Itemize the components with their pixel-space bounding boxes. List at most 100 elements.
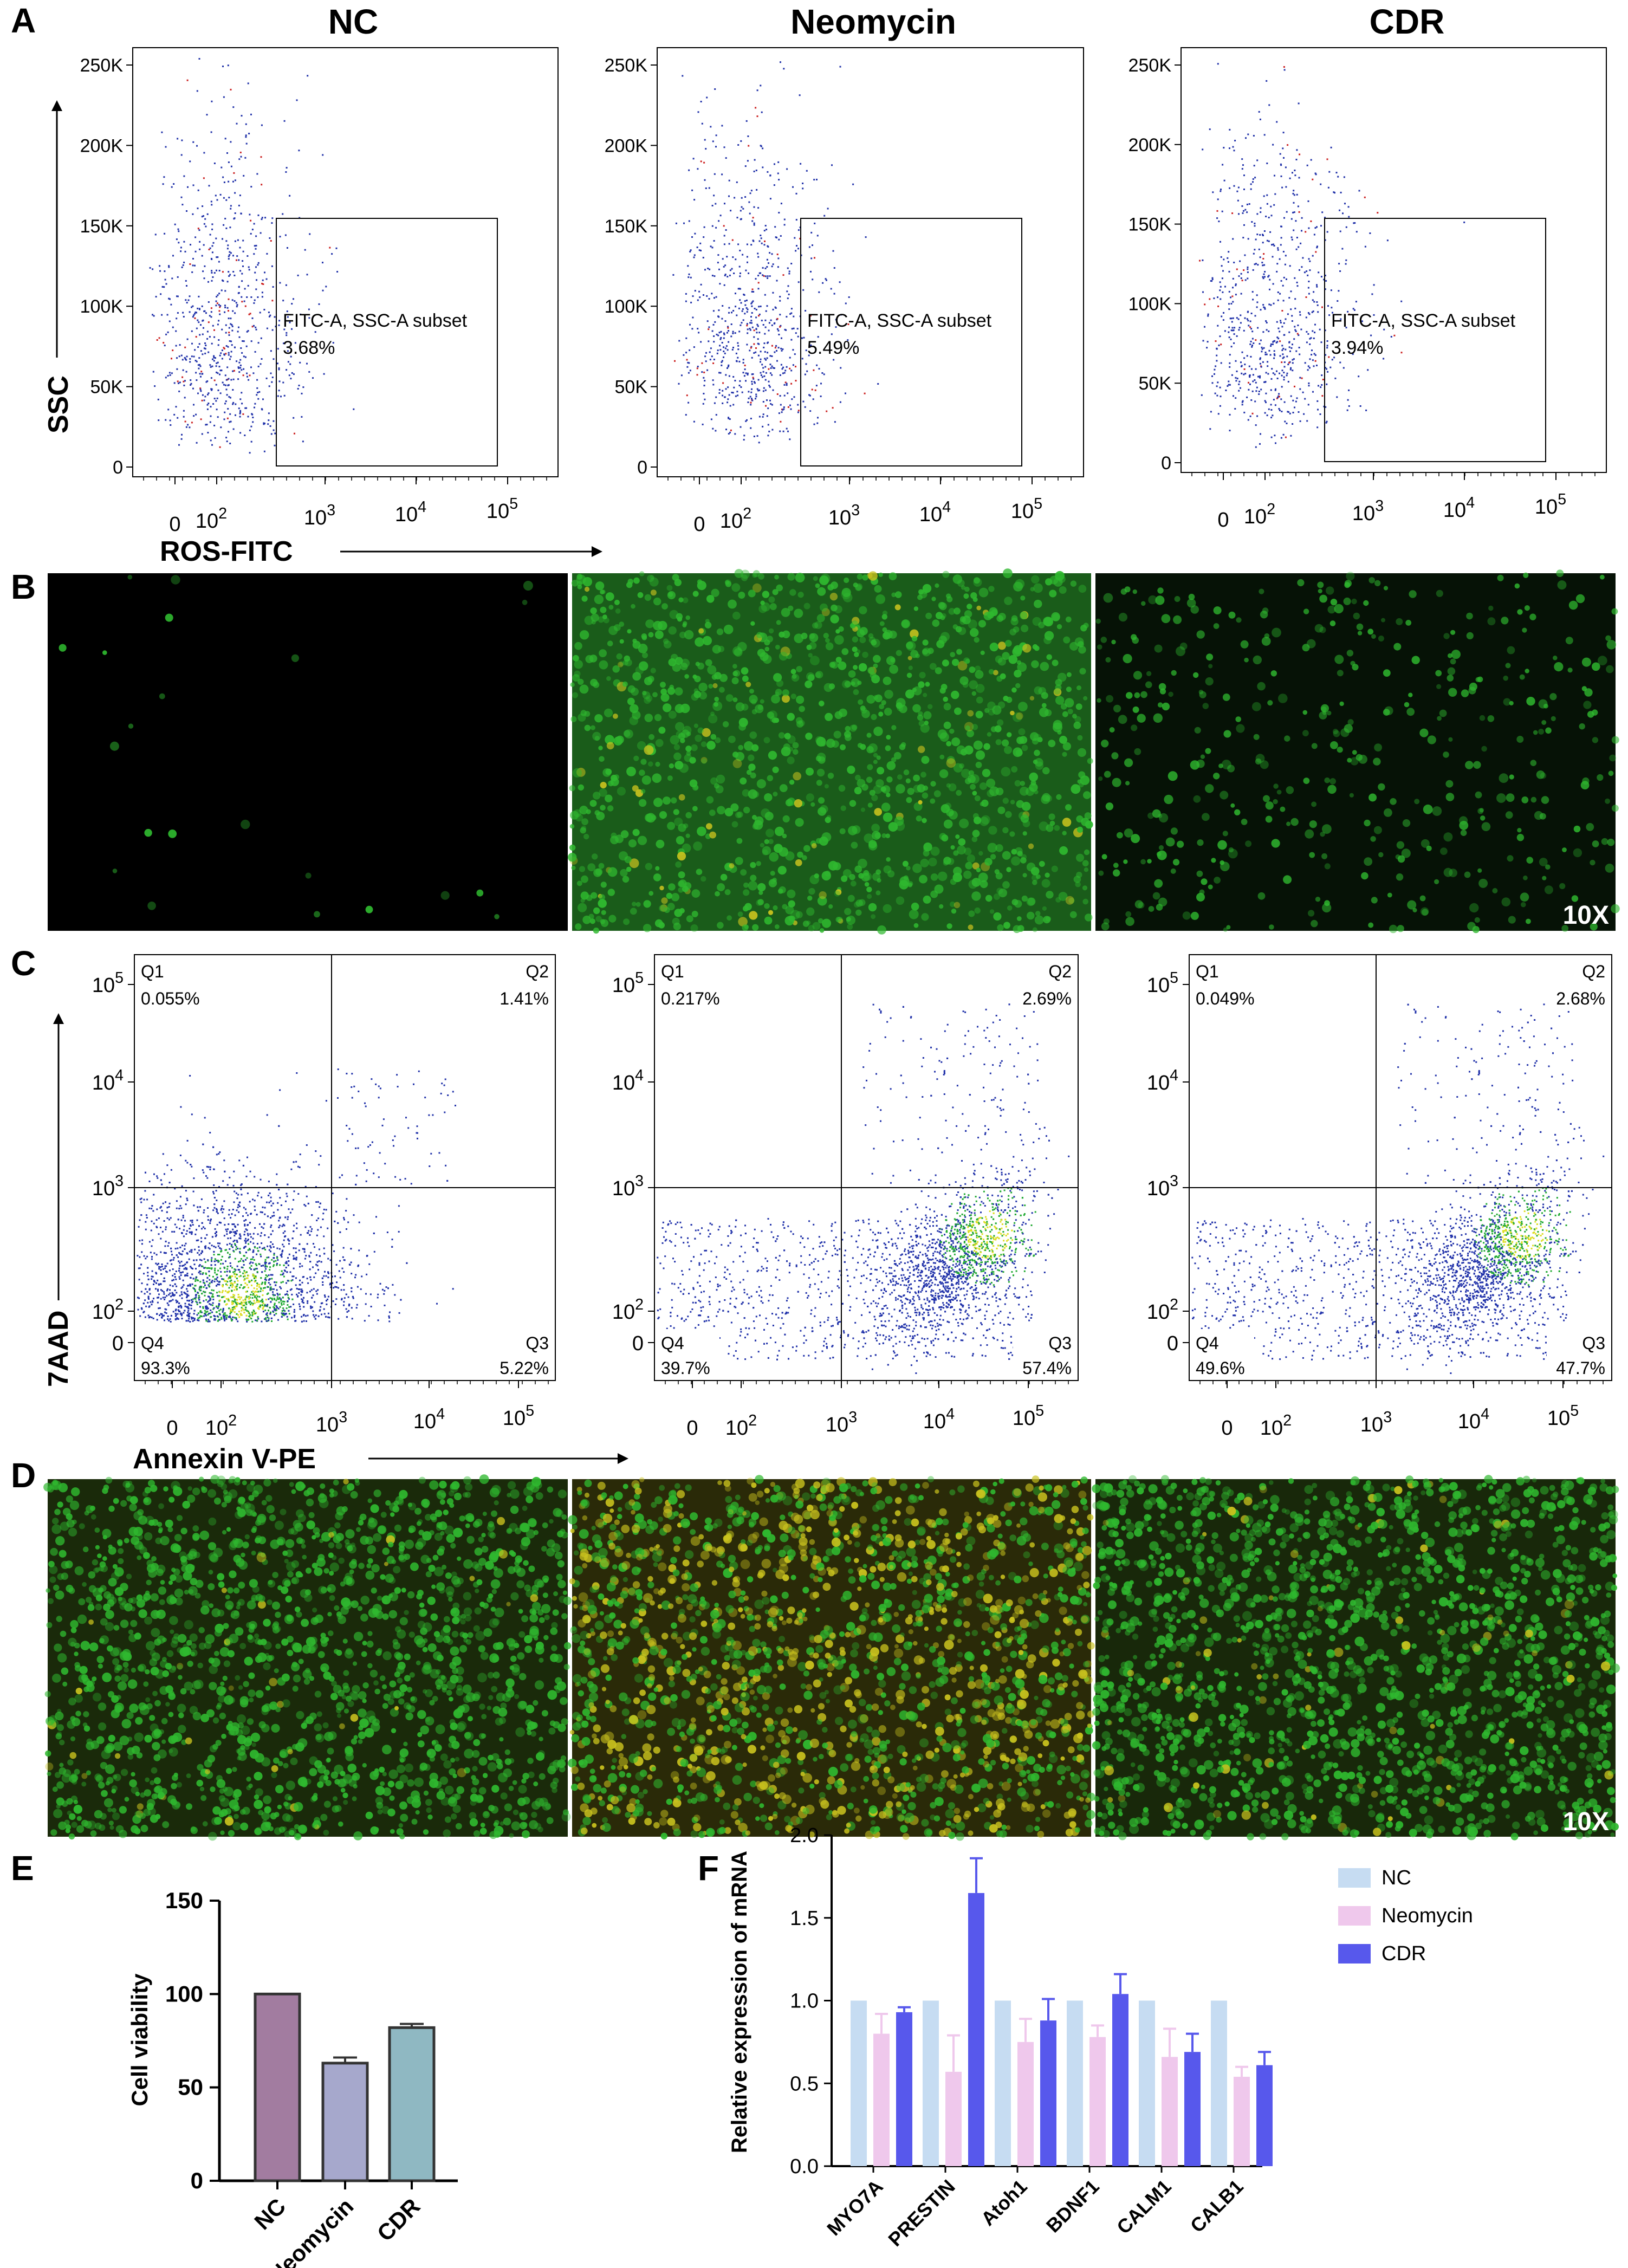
scatter-point — [308, 371, 310, 373]
scatter-point — [701, 122, 703, 125]
scatter-point — [1223, 147, 1225, 149]
cell-spot — [685, 746, 692, 752]
cell-spot — [1154, 879, 1163, 888]
scatter-point — [273, 1253, 275, 1255]
scatter-point — [168, 320, 171, 322]
scatter-point — [183, 384, 185, 386]
scatter-point — [244, 1298, 247, 1300]
scatter-point — [229, 1262, 231, 1264]
scatter-point — [1327, 186, 1329, 189]
scatter-point — [260, 363, 262, 365]
cell-spot — [1012, 712, 1022, 722]
cell-spot — [985, 895, 993, 902]
cell-spot — [823, 633, 829, 639]
scatter-point — [1348, 351, 1350, 353]
cell-spot — [685, 615, 690, 620]
scatter-point — [721, 360, 723, 362]
scatter-point — [231, 325, 234, 327]
scatter-point — [773, 184, 775, 186]
cell-spot — [838, 661, 847, 670]
scatter-point — [334, 1286, 336, 1288]
cell-spot — [1371, 634, 1376, 639]
scatter-point — [234, 192, 236, 194]
scatter-point — [776, 360, 778, 362]
scatter-point — [230, 141, 232, 143]
scatter-point — [205, 381, 207, 383]
scatter-point — [200, 350, 202, 352]
scatter-point — [183, 380, 185, 383]
cell-spot — [971, 878, 981, 887]
cell-spot — [1272, 627, 1281, 638]
cell-spot — [841, 588, 851, 597]
scatter-point — [820, 383, 822, 385]
scatter-point — [1321, 395, 1324, 397]
cell-spot — [667, 775, 673, 781]
cell-spot — [1464, 871, 1471, 878]
cell-spot — [958, 838, 966, 846]
scatter-point — [1266, 414, 1268, 417]
scatter-point — [179, 344, 181, 346]
cell-spot — [884, 690, 893, 699]
scatter-point — [1263, 381, 1266, 383]
scatter-point — [795, 380, 797, 382]
cell-spot — [984, 858, 993, 866]
scatter-point — [179, 1294, 181, 1297]
cell-spot — [1607, 838, 1615, 846]
scatter-point — [181, 1297, 183, 1299]
cell-spot — [764, 646, 770, 652]
scatter-point — [1220, 362, 1222, 364]
scatter-point — [1250, 328, 1253, 330]
scatter-point — [1231, 321, 1233, 323]
cell-spot — [993, 912, 1002, 921]
scatter-point — [1220, 344, 1222, 346]
scatter-point — [1204, 303, 1206, 306]
cell-spot — [1436, 589, 1443, 597]
scatter-point — [209, 1132, 211, 1133]
scatter-point — [1308, 385, 1310, 387]
cell-spot — [1032, 644, 1038, 650]
scatter-point — [742, 308, 744, 310]
scatter-point — [160, 1237, 162, 1240]
cell-spot — [1111, 639, 1116, 645]
scatter-point — [230, 252, 232, 254]
cell-spot — [599, 894, 606, 900]
cell-spot — [1466, 612, 1473, 620]
cell-spot — [841, 589, 851, 599]
scatter-point — [697, 168, 699, 170]
cell-spot — [1017, 662, 1027, 672]
scatter-point — [219, 370, 222, 372]
cell-spot — [868, 637, 876, 644]
scatter-point — [283, 328, 286, 331]
scatter-point — [780, 347, 782, 349]
scatter-point — [321, 1313, 322, 1316]
scatter-point — [271, 300, 274, 302]
scatter-point — [1305, 316, 1307, 319]
scatter-point — [731, 239, 734, 241]
scatter-point — [781, 337, 782, 339]
scatter-point — [212, 325, 214, 327]
scatter-point — [1332, 312, 1333, 314]
cell-spot — [599, 788, 607, 797]
scatter-point — [1342, 212, 1344, 215]
cell-spot — [645, 619, 654, 628]
cell-spot — [860, 807, 865, 812]
scatter-point — [213, 329, 215, 331]
scatter-point — [706, 369, 709, 371]
scatter-point — [183, 1284, 185, 1286]
scatter-point — [1251, 331, 1254, 333]
cell-spot — [1171, 670, 1177, 676]
cell-spot — [842, 869, 852, 878]
cell-spot — [779, 652, 788, 661]
scatter-point — [203, 215, 204, 217]
scatter-point — [1221, 265, 1223, 267]
cell-spot — [1014, 670, 1022, 678]
scatter-point — [159, 270, 161, 272]
scatter-point — [764, 389, 767, 391]
cell-spot — [654, 919, 663, 928]
cell-spot — [706, 741, 716, 750]
scatter-point — [268, 315, 270, 317]
scatter-point — [192, 316, 194, 318]
scatter-point — [194, 349, 196, 351]
scatter-point — [785, 329, 787, 331]
scatter-point — [1321, 306, 1323, 308]
